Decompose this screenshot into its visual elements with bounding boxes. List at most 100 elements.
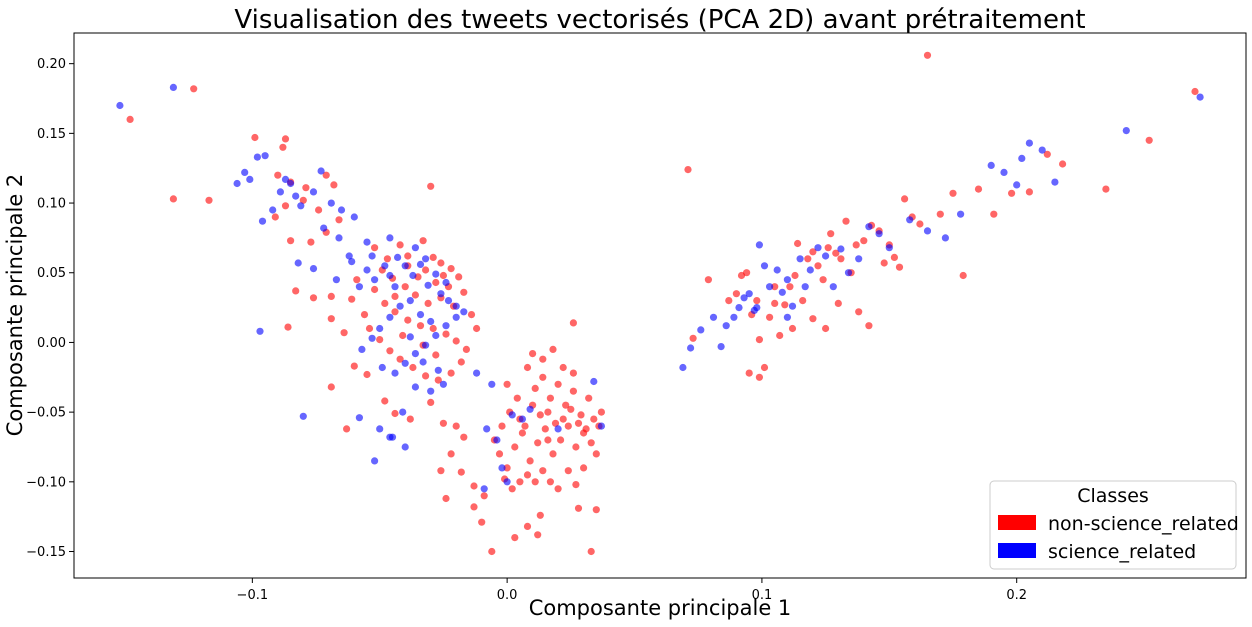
point-non-science-49: [383, 255, 391, 263]
x-tick-label: 0.1: [752, 588, 773, 603]
point-non-science-146: [539, 355, 547, 363]
point-science-10: [281, 175, 290, 183]
point-science-68: [483, 425, 491, 433]
point-non-science-127: [551, 419, 560, 427]
point-non-science-184: [804, 255, 812, 263]
point-non-science-113: [541, 425, 549, 433]
point-science-110: [796, 255, 804, 263]
point-non-science-79: [396, 355, 404, 363]
point-non-science-171: [753, 297, 761, 305]
point-science-62: [355, 414, 363, 422]
point-non-science-177: [771, 299, 779, 307]
legend-swatch-non-science: [998, 515, 1036, 530]
point-non-science-176: [766, 313, 774, 321]
point-non-science-195: [860, 237, 868, 245]
point-non-science-112: [549, 450, 557, 458]
point-non-science-105: [577, 411, 585, 419]
point-science-52: [422, 341, 430, 349]
point-non-science-147: [549, 345, 557, 353]
point-non-science-156: [587, 547, 595, 556]
point-non-science-187: [819, 276, 827, 284]
point-non-science-186: [814, 262, 822, 270]
point-non-science-215: [1102, 185, 1110, 193]
point-non-science-43: [470, 503, 478, 511]
point-science-120: [875, 230, 883, 238]
point-science-37: [432, 270, 440, 278]
point-science-103: [755, 241, 764, 249]
point-non-science-220: [834, 299, 842, 307]
point-non-science-210: [990, 210, 998, 218]
y-axis: −0.15 −0.10 −0.05 0.00 0.05 0.10 0.15 0.20: [26, 57, 74, 560]
point-non-science-70: [429, 324, 437, 333]
chart-title: Visualisation des tweets vectorisés (PCA…: [234, 5, 1085, 35]
point-non-science-41: [470, 482, 478, 490]
point-science-76: [590, 377, 598, 386]
point-non-science-56: [455, 273, 463, 281]
point-science-87: [416, 311, 425, 319]
point-science-133: [1122, 127, 1130, 135]
point-non-science-164: [689, 334, 697, 342]
point-science-14: [309, 188, 318, 196]
point-science-128: [1013, 181, 1021, 189]
point-non-science-26: [340, 329, 348, 337]
point-science-65: [401, 443, 409, 451]
point-non-science-100: [539, 373, 547, 381]
plot-area: [116, 51, 1204, 556]
point-science-115: [829, 283, 837, 291]
point-science-74: [518, 415, 527, 423]
point-non-science-157: [592, 506, 600, 514]
point-non-science-69: [416, 322, 425, 330]
point-non-science-115: [526, 457, 534, 465]
point-non-science-82: [365, 324, 374, 333]
point-science-118: [855, 255, 863, 263]
point-science-53: [432, 331, 440, 340]
point-non-science-53: [429, 253, 437, 261]
point-science-131: [1038, 146, 1046, 154]
point-non-science-74: [457, 358, 465, 366]
point-non-science-200: [890, 253, 899, 261]
legend-swatch-science: [998, 543, 1036, 558]
point-non-science-125: [536, 411, 544, 419]
point-non-science-185: [809, 248, 817, 256]
point-science-17: [337, 206, 346, 214]
point-science-130: [1025, 139, 1033, 147]
point-non-science-19: [307, 238, 315, 246]
point-science-41: [460, 308, 468, 316]
point-non-science-188: [824, 244, 832, 252]
point-non-science-149: [569, 369, 578, 377]
point-science-95: [709, 313, 718, 321]
point-science-86: [442, 278, 450, 287]
point-science-70: [498, 464, 506, 472]
point-non-science-163: [684, 166, 692, 174]
point-science-121: [885, 244, 893, 252]
point-non-science-201: [895, 263, 904, 271]
point-non-science-175: [760, 363, 769, 372]
point-science-56: [376, 425, 384, 433]
point-science-69: [493, 436, 501, 444]
point-science-39: [444, 297, 453, 305]
point-non-science-208: [959, 271, 967, 280]
point-science-21: [345, 252, 353, 260]
y-tick-label: 0.05: [37, 266, 66, 281]
legend-title: Classes: [1077, 485, 1149, 507]
point-science-122: [906, 216, 914, 224]
point-non-science-45: [442, 494, 450, 503]
point-science-4: [246, 175, 254, 183]
point-non-science-31: [381, 397, 389, 405]
y-tick-label: 0.00: [37, 336, 66, 351]
point-non-science-169: [743, 269, 751, 277]
point-non-science-137: [531, 478, 539, 486]
point-non-science-110: [564, 422, 572, 430]
point-non-science-107: [590, 415, 598, 423]
point-non-science-76: [434, 376, 442, 384]
point-science-40: [452, 302, 460, 310]
point-non-science-0: [126, 115, 134, 123]
point-non-science-192: [842, 217, 850, 225]
point-science-34: [409, 271, 417, 280]
point-science-35: [416, 260, 425, 268]
point-science-11: [292, 192, 300, 200]
point-non-science-135: [546, 478, 555, 486]
point-non-science-182: [794, 239, 802, 248]
point-science-100: [740, 294, 748, 302]
point-non-science-87: [467, 311, 476, 319]
